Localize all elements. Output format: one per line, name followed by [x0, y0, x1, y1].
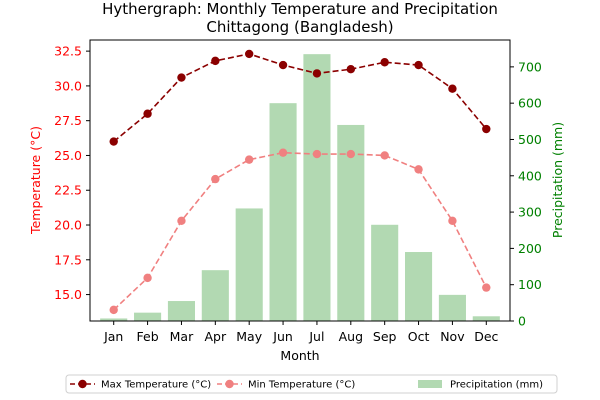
min-temp-point-dec	[482, 283, 491, 292]
x-tick-label: Feb	[137, 329, 159, 344]
min-temp-point-may	[244, 155, 254, 164]
y-left-tick-label: 32.5	[54, 44, 82, 59]
precipitation-bar-sep	[371, 224, 399, 321]
min-temp-point-jun	[278, 148, 288, 157]
precipitation-bar-feb	[134, 312, 162, 321]
precipitation-bar-nov	[438, 294, 466, 321]
x-tick-label: Aug	[339, 329, 363, 344]
precipitation-bar-dec	[472, 316, 500, 321]
x-tick-label: Apr	[205, 329, 227, 344]
y-left-tick-label: 22.5	[54, 183, 82, 198]
max-temp-legend-label: Max Temperature (°C)	[101, 380, 211, 391]
y-axis-right: 0 100 200 300 400 500 600 700	[510, 59, 542, 329]
min-temp-point-feb	[143, 273, 152, 283]
y-left-tick-label: 27.5	[54, 113, 82, 128]
x-axis: Jan Feb Mar Apr May Jun Jul Aug Sep Oct Nov Dec	[103, 321, 499, 344]
max-temp-point-feb	[143, 109, 152, 118]
x-tick-label: May	[236, 329, 262, 344]
min-temp-point-jan	[109, 305, 118, 315]
y-left-tick-label: 20.0	[54, 218, 82, 233]
max-temp-point-dec	[482, 124, 491, 134]
max-temp-point-jan	[109, 137, 118, 146]
y-right-tick-label: 300	[518, 205, 542, 220]
y-right-tick-label: 400	[518, 168, 542, 183]
min-temp-legend-marker	[225, 379, 234, 389]
x-tick-label: Jul	[308, 329, 324, 344]
x-tick-label: Sep	[373, 329, 397, 344]
min-temp-point-apr	[211, 174, 220, 184]
y-right-tick-label: 200	[518, 241, 542, 256]
x-tick-label: Nov	[440, 329, 465, 344]
max-temp-point-aug	[346, 65, 356, 74]
x-tick-label: Mar	[170, 329, 194, 344]
chart-subtitle: Chittagong (Bangladesh)	[206, 18, 393, 36]
min-temp-point-aug	[346, 149, 356, 159]
x-axis-label: Month	[280, 348, 319, 363]
legend: Max Temperature (°C) Min Temperature (°C)…	[65, 374, 558, 394]
min-temp-point-sep	[380, 151, 389, 160]
y-right-tick-label: 100	[518, 277, 542, 292]
min-temp-point-mar	[177, 216, 186, 226]
precipitation-bar-jun	[269, 103, 297, 321]
y-left-tick-label: 15.0	[54, 287, 82, 302]
max-temp-point-mar	[177, 73, 186, 82]
y-right-tick-label: 0	[518, 314, 526, 329]
y-left-tick-label: 17.5	[54, 252, 82, 267]
y-left-tick-label: 25.0	[54, 148, 82, 163]
x-tick-label: Jan	[103, 329, 123, 344]
y-right-tick-label: 600	[518, 96, 542, 111]
precipitation-bar-apr	[201, 270, 229, 321]
max-temp-point-jul	[312, 69, 322, 78]
min-temp-legend-label: Min Temperature (°C)	[248, 380, 355, 391]
max-temp-point-nov	[448, 84, 457, 93]
max-temp-point-oct	[414, 60, 423, 70]
x-tick-label: Dec	[474, 329, 498, 344]
min-temp-point-nov	[448, 216, 457, 226]
max-temp-point-apr	[211, 56, 220, 66]
temperature-lines	[109, 49, 491, 315]
max-temp-line	[113, 53, 487, 143]
plot-area-frame	[89, 39, 511, 322]
min-temp-point-jul	[312, 149, 322, 159]
y-right-tick-label: 500	[518, 132, 542, 147]
max-temp-point-sep	[380, 58, 389, 67]
precipitation-bars	[100, 54, 500, 321]
precipitation-bar-mar	[167, 301, 195, 321]
precipitation-legend-swatch	[418, 380, 442, 388]
min-temp-line	[113, 151, 488, 311]
max-temp-legend-marker	[78, 379, 87, 389]
precipitation-bar-may	[235, 208, 263, 321]
precipitation-bar-oct	[405, 252, 433, 321]
precipitation-bar-jan	[100, 318, 128, 321]
y-axis-left-label: Temperature (°C)	[28, 126, 43, 235]
max-temp-point-jun	[278, 60, 288, 70]
x-tick-label: Jun	[272, 329, 293, 344]
y-axis-left: 15.0 17.5 20.0 22.5 25.0 27.5 30.0 32.5	[54, 44, 90, 302]
precipitation-legend-label: Precipitation (mm)	[450, 380, 543, 391]
max-temp-point-may	[244, 49, 254, 59]
legend-box	[65, 374, 558, 394]
min-temp-point-oct	[414, 165, 423, 174]
x-tick-label: Oct	[408, 329, 430, 344]
y-left-tick-label: 30.0	[54, 78, 82, 93]
precipitation-bar-jul	[303, 54, 331, 321]
y-axis-right-label: Precipitation (mm)	[550, 122, 565, 238]
chart-title: Hythergraph: Monthly Temperature and Pre…	[102, 0, 498, 18]
y-right-tick-label: 700	[518, 59, 542, 74]
